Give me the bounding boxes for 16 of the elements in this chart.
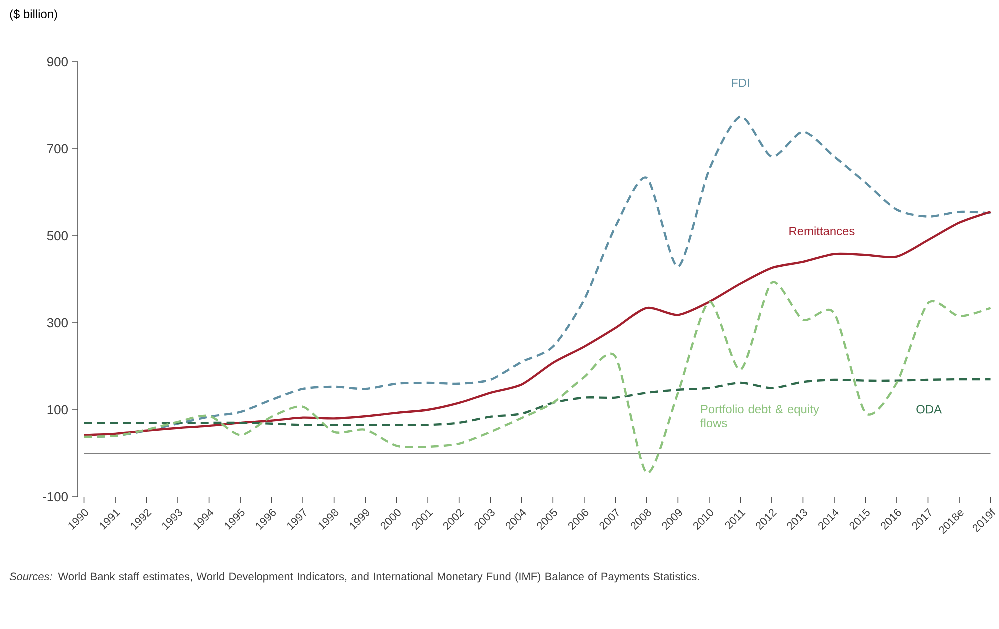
line-series	[83, 116, 992, 438]
text: Sources: World Bank staff estimates, World Development Indicators, and International Monetary Fund (IMF) Balance of Payments Statistics.	[10, 572, 700, 583]
text: ODA	[916, 405, 942, 414]
y-tick-label: 300	[47, 318, 68, 328]
line-series	[83, 282, 992, 474]
text: FDI	[732, 78, 750, 88]
y-tick-label: -100	[43, 492, 68, 502]
y-tick-label: 700	[48, 144, 68, 154]
y-tick-label: 500	[47, 231, 68, 241]
line-series	[83, 210, 992, 436]
y-tick-label: 900	[47, 57, 68, 67]
text: Portfolio debt & equity flows	[700, 404, 820, 428]
series-label: Remittances	[790, 226, 855, 236]
line-series	[83, 378, 992, 426]
y-tick-label: 100	[48, 405, 68, 415]
y-axis-title: ($ billion)	[10, 10, 58, 21]
